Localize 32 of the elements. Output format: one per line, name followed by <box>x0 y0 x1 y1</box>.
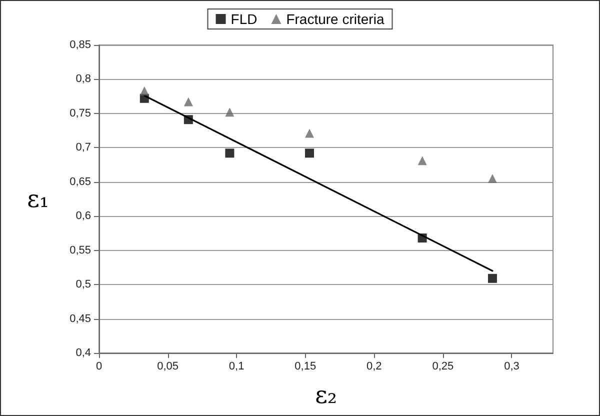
y-tick-label: 0,5 <box>76 278 91 291</box>
x-tick-label: 0 <box>96 360 102 372</box>
x-tick-label: 0,1 <box>228 360 244 372</box>
y-tick-label: 0,8 <box>76 73 91 86</box>
x-tick-label: 0,3 <box>504 360 520 372</box>
point <box>184 115 193 124</box>
y-tick-label: 0,55 <box>70 244 91 256</box>
y-axis-title: ε₁ <box>26 185 49 213</box>
y-tick-label: 0,7 <box>76 142 91 154</box>
point <box>225 108 234 117</box>
x-axis-title: ε₂ <box>314 381 338 409</box>
point <box>140 86 149 96</box>
point <box>304 128 314 138</box>
point <box>304 148 314 158</box>
point <box>225 148 234 158</box>
legend-label: Fracture criteria <box>286 11 384 27</box>
y-tick-label: 0,85 <box>70 39 91 51</box>
x-tick-label: 0,25 <box>432 360 454 372</box>
point <box>418 156 427 166</box>
point <box>488 274 497 283</box>
x-tick-label: 0,05 <box>157 360 178 372</box>
legend-label: FLD <box>230 11 258 27</box>
point <box>418 234 427 243</box>
point <box>488 174 497 183</box>
y-tick-label: 0,65 <box>70 176 91 188</box>
y-tick-label: 0,4 <box>76 347 91 359</box>
y-tick-label: 0,45 <box>70 312 91 325</box>
y-tick-label: 0,6 <box>76 210 91 222</box>
y-tick-label: 0,75 <box>70 107 91 120</box>
x-tick-label: 0,15 <box>294 360 316 372</box>
point <box>184 97 193 106</box>
x-tick-label: 0,2 <box>366 360 382 372</box>
